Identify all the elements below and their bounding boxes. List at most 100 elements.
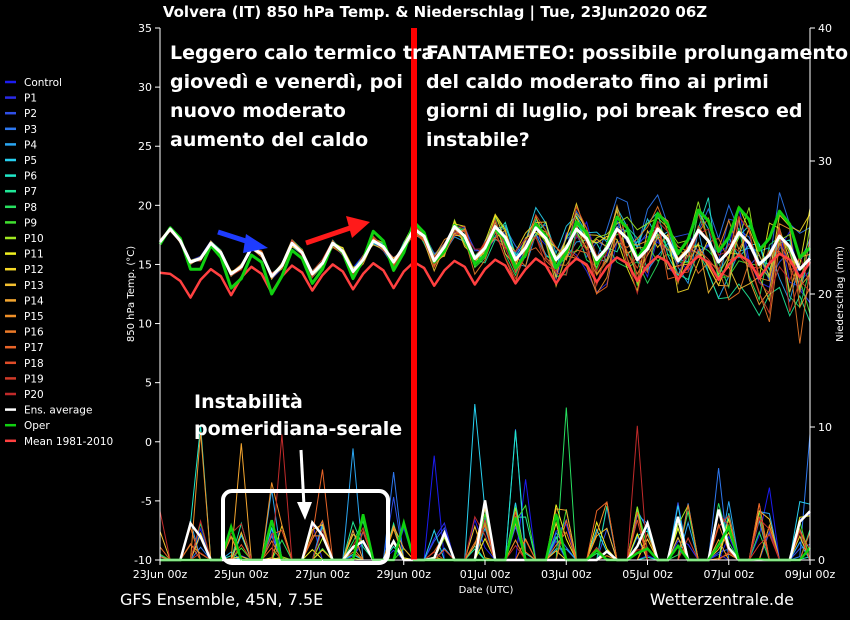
left-tick-label: 20 [138,199,152,212]
left-tick-label: -10 [134,554,152,567]
legend-label: P2 [24,108,37,120]
legend-label: P3 [24,124,37,136]
x-axis-ticks: 23Jun 00z 25Jun 00z 27Jun 00z 29Jun 00z 01Ju… [133,560,835,581]
legend-item-p18: P18 [5,358,44,370]
legend-item-p3: P3 [5,124,37,136]
x-tick-label: 27Jun 00z [295,568,350,581]
legend-item-p1: P1 [5,93,37,105]
left-tick-label: 30 [138,81,152,94]
legend-label: P17 [24,342,44,354]
left-axis-ticks: 35 30 25 20 15 10 5 0 -5 -10 [134,22,160,567]
temperature-lines [158,192,812,344]
legend-item-p10: P10 [5,233,44,245]
legend-label: P9 [24,217,37,229]
legend-item-p6: P6 [5,171,37,183]
legend-item-oper: Oper [5,420,50,432]
legend-item-p12: P12 [5,264,44,276]
legend-item-p7: P7 [5,186,37,198]
legend-label: P10 [24,233,44,245]
legend-label: P5 [24,155,37,167]
blue-arrow [217,229,268,253]
right-axis-ticks: 40 30 20 10 0 [810,22,832,567]
series-ens-average [158,225,812,278]
legend-label: P8 [24,202,37,214]
legend-label: P16 [24,327,44,339]
legend-label: P19 [24,373,44,385]
legend-item-p15: P15 [5,311,44,323]
annotation-bottom-2: pomeridiana-serale [194,418,402,440]
left-tick-label: 25 [138,140,152,153]
right-tick-label: 30 [818,155,832,168]
footer-model-info: GFS Ensemble, 45N, 7.5E [120,590,323,609]
annotation-right-3: giorni di luglio, poi break fresco ed [426,100,802,122]
left-tick-label: 10 [138,318,152,331]
legend-label: P1 [24,93,37,105]
annotation-right-4: instabile? [426,129,530,151]
legend-item-p8: P8 [5,202,37,214]
right-tick-label: 0 [818,554,825,567]
annotation-left-1: Leggero calo termico tra [170,42,434,64]
annotation-left-3: nuovo moderato [170,100,346,122]
legend-label: P11 [24,249,44,261]
legend-item-p5: P5 [5,155,37,167]
legend-label: P15 [24,311,44,323]
legend-item-p4: P4 [5,139,37,151]
left-tick-label: 15 [138,258,152,271]
footer-source: Wetterzentrale.de [650,590,794,609]
series-oper [158,206,812,296]
legend-item-p2: P2 [5,108,37,120]
right-tick-label: 20 [818,288,832,301]
left-tick-label: 0 [145,436,152,449]
legend-item-p17: P17 [5,342,44,354]
left-tick-label: 5 [145,377,152,390]
x-tick-label: 25Jun 00z [214,568,269,581]
legend-item-p9: P9 [5,217,37,229]
white-arrow [297,449,312,520]
y-axis-right-label: Niederschlag (mm) [835,246,846,342]
legend-label: P12 [24,264,44,276]
legend-item-p13: P13 [5,280,44,292]
left-tick-label: 35 [138,22,152,35]
legend-label: Oper [24,420,50,432]
legend-label: P4 [24,139,37,151]
legend-item-p11: P11 [5,249,44,261]
x-tick-label: 05Jul 00z [622,568,673,581]
legend-item-p20: P20 [5,389,44,401]
right-tick-label: 40 [818,22,832,35]
instability-box [221,489,390,565]
legend: Control P1 P2 P3 P4 P5 P6 P7 P8 P9 P10 P11 P12 P13 P14… [5,77,113,448]
annotation-right-1: FANTAMETEO: possibile prolungamento [426,42,848,64]
chart-title: Volvera (IT) 850 hPa Temp. & Niederschla… [163,3,707,22]
legend-label: P14 [24,295,44,307]
right-tick-label: 10 [818,421,832,434]
legend-label: P6 [24,171,37,183]
legend-label: P18 [24,358,44,370]
x-tick-label: 01Jul 00z [460,568,511,581]
legend-item-p16: P16 [5,327,44,339]
annotation-left-2: giovedì e venerdì, poi [170,71,403,93]
legend-label: Control [24,77,62,89]
left-tick-label: -5 [141,495,152,508]
legend-item-control: Control [5,77,62,89]
x-tick-label: 29Jun 00z [377,568,432,581]
y-axis-left-label: 850 hPa Temp. (°C) [126,246,137,342]
legend-label: Ens. average [24,405,92,417]
annotation-bottom-1: Instabilità [194,391,303,413]
legend-item-ens-average: Ens. average [5,405,92,417]
x-tick-label: 07Jul 00z [703,568,754,581]
x-tick-label: 03Jul 00z [541,568,592,581]
legend-label: P7 [24,186,37,198]
x-tick-label: 23Jun 00z [133,568,188,581]
legend-label: P20 [24,389,44,401]
legend-label: Mean 1981-2010 [24,436,113,448]
legend-item-p14: P14 [5,295,44,307]
annotation-right-2: del caldo moderato fino ai primi [426,71,769,93]
legend-item-mean-1981-2010: Mean 1981-2010 [5,436,113,448]
x-axis-label: Date (UTC) [459,585,514,596]
red-arrow [305,216,370,246]
legend-label: P13 [24,280,44,292]
legend-item-p19: P19 [5,373,44,385]
annotation-left-4: aumento del caldo [170,129,368,151]
